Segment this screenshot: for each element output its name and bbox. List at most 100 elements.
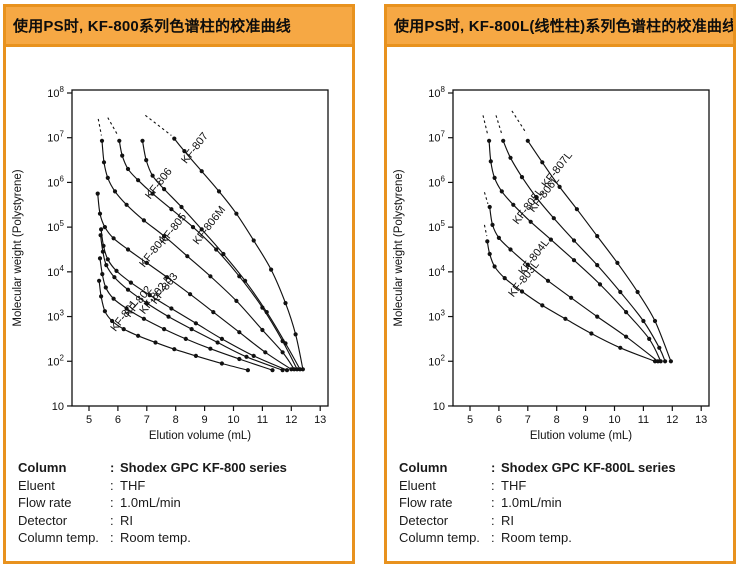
data-point (492, 175, 497, 180)
data-point (563, 316, 568, 321)
x-tick-label: 6 (496, 414, 502, 426)
panel-header: 使用PS时, KF-800L(线性柱)系列色谱柱的校准曲线 (387, 7, 733, 47)
x-axis-label: Elution volume (mL) (530, 430, 632, 442)
info-row: Column temp.: Room temp. (18, 529, 342, 547)
info-row: Detector: RI (18, 512, 342, 530)
x-tick-label: 12 (666, 414, 678, 426)
data-point (144, 301, 149, 306)
data-point (199, 227, 204, 232)
data-point (121, 327, 126, 332)
info-row-value: 1.0mL/min (120, 495, 181, 510)
y-tick-label: 102 (47, 353, 64, 368)
y-tick-label: 104 (428, 264, 445, 279)
data-point (136, 333, 141, 338)
data-point (188, 292, 193, 297)
x-tick-label: 7 (144, 414, 150, 426)
data-point (104, 263, 109, 268)
data-point (487, 251, 492, 257)
data-point (264, 310, 269, 315)
data-point (597, 282, 603, 287)
data-point (540, 160, 545, 165)
info-row-label: Flow rate (18, 495, 72, 510)
data-point (144, 158, 149, 163)
data-point (193, 353, 198, 358)
y-tick-label: 10 (52, 401, 64, 413)
y-tick-label: 106 (428, 174, 445, 189)
data-point (263, 350, 268, 355)
data-point (492, 264, 497, 269)
info-row-value: THF (501, 477, 527, 493)
data-point (652, 318, 658, 324)
data-point (528, 219, 533, 224)
x-tick-label: 12 (285, 414, 297, 426)
data-point (179, 204, 184, 210)
info-row-label: Flow rate (399, 495, 453, 510)
data-point (571, 258, 577, 263)
data-point (144, 260, 149, 265)
info-row: Eluent: THF (18, 477, 342, 495)
info-row: Detector: RI (399, 512, 723, 530)
data-point (635, 289, 640, 295)
curve-dashed-lead-KF-806L (495, 115, 503, 135)
panel-header: 使用PS时, KF-800系列色谱柱的校准曲线 (6, 7, 352, 47)
y-tick-label: 106 (47, 174, 64, 189)
data-point (292, 367, 297, 372)
data-point (97, 211, 103, 216)
data-point (557, 184, 562, 189)
data-point (511, 202, 516, 207)
data-point (525, 138, 530, 143)
data-point (136, 178, 141, 183)
info-row-value: RI (501, 512, 514, 528)
data-point (618, 345, 623, 350)
info-row-separator: : (491, 530, 495, 545)
data-point (219, 336, 224, 341)
data-point (595, 314, 600, 319)
data-point (234, 298, 239, 303)
data-point (185, 254, 190, 259)
info-row: Column: Shodex GPC KF-800 series (18, 459, 342, 477)
x-tick-label: 8 (173, 414, 179, 426)
data-point (147, 293, 152, 298)
data-point (172, 347, 177, 352)
data-point (280, 350, 285, 355)
info-row-label: Detector (399, 512, 449, 528)
info-row-value: Shodex GPC KF-800L series (501, 460, 676, 475)
info-table: Column: Shodex GPC KF-800L series Eluent: T… (399, 459, 723, 547)
info-row: Column: Shodex GPC KF-800L series (399, 459, 723, 477)
data-point (162, 234, 167, 239)
data-point (110, 318, 115, 324)
curve-dashed-lead-KF-804L (483, 192, 489, 205)
info-row: Eluent: THF (399, 477, 723, 495)
data-point (657, 345, 662, 350)
data-point (128, 280, 133, 285)
data-point (189, 327, 194, 332)
curve-KF-803L (486, 241, 656, 362)
curve-KF-807 (173, 138, 304, 370)
data-point (100, 272, 105, 277)
series-label-KF-806: KF-806 (143, 166, 175, 202)
series-label-KF-807: KF-807 (179, 130, 211, 166)
data-point (125, 247, 131, 252)
x-tick-label: 5 (467, 414, 473, 426)
data-point (117, 138, 122, 143)
data-point (243, 278, 248, 283)
data-point (293, 332, 298, 337)
panel-title: 使用PS时, KF-800L(线性柱)系列色谱柱的校准曲线 (394, 18, 733, 35)
info-row-label: Column (18, 460, 67, 475)
info-row-separator: : (491, 512, 495, 528)
data-point (105, 257, 110, 262)
data-point (237, 356, 242, 362)
data-point (95, 191, 100, 196)
data-point (172, 136, 177, 141)
data-point (624, 334, 629, 339)
data-point (164, 275, 170, 280)
data-point (569, 295, 574, 300)
data-point (297, 367, 303, 372)
info-row-value: Shodex GPC KF-800 series (120, 460, 287, 475)
curve-dashed-lead-KF-807 (145, 114, 172, 136)
info-table: Column: Shodex GPC KF-800 series Eluent: TH… (18, 459, 342, 547)
info-row-separator: : (110, 530, 114, 545)
data-point (190, 225, 196, 230)
data-point (97, 256, 103, 261)
data-point (97, 278, 102, 283)
